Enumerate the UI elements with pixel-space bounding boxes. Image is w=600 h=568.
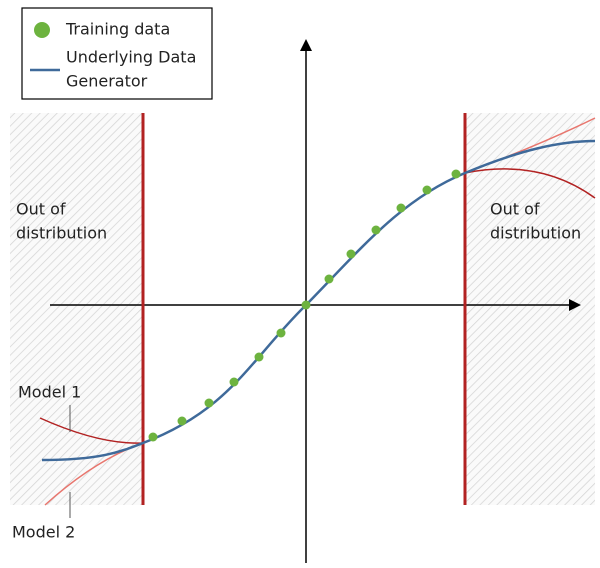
legend-box bbox=[21, 7, 213, 100]
training-point bbox=[301, 300, 311, 310]
training-point bbox=[371, 225, 381, 235]
training-point bbox=[148, 432, 158, 442]
training-point bbox=[204, 398, 214, 408]
model-label: Model 1 bbox=[18, 383, 81, 402]
legend-label: Underlying Data bbox=[66, 48, 196, 67]
training-point bbox=[346, 249, 356, 259]
legend-label: Training data bbox=[65, 20, 170, 39]
training-point bbox=[324, 274, 334, 284]
training-point bbox=[422, 185, 432, 195]
region-label: distribution bbox=[490, 224, 581, 243]
training-point bbox=[229, 377, 239, 387]
model-label: Model 2 bbox=[12, 523, 75, 542]
ood-region-right bbox=[465, 113, 595, 505]
region-label: Out of bbox=[16, 200, 66, 219]
training-points bbox=[148, 169, 461, 442]
training-point bbox=[396, 203, 406, 213]
legend-swatch bbox=[34, 22, 50, 38]
model-1-left bbox=[39, 417, 144, 444]
legend-label: Generator bbox=[66, 72, 148, 91]
region-label: Out of bbox=[490, 200, 540, 219]
model-1-right bbox=[464, 168, 596, 199]
training-point bbox=[276, 328, 286, 338]
training-point bbox=[254, 352, 264, 362]
region-label: distribution bbox=[16, 224, 107, 243]
training-point bbox=[451, 169, 461, 179]
legend: Training data Underlying Data Generator bbox=[21, 7, 213, 100]
training-point bbox=[177, 416, 187, 426]
ood-region-left bbox=[10, 113, 143, 505]
